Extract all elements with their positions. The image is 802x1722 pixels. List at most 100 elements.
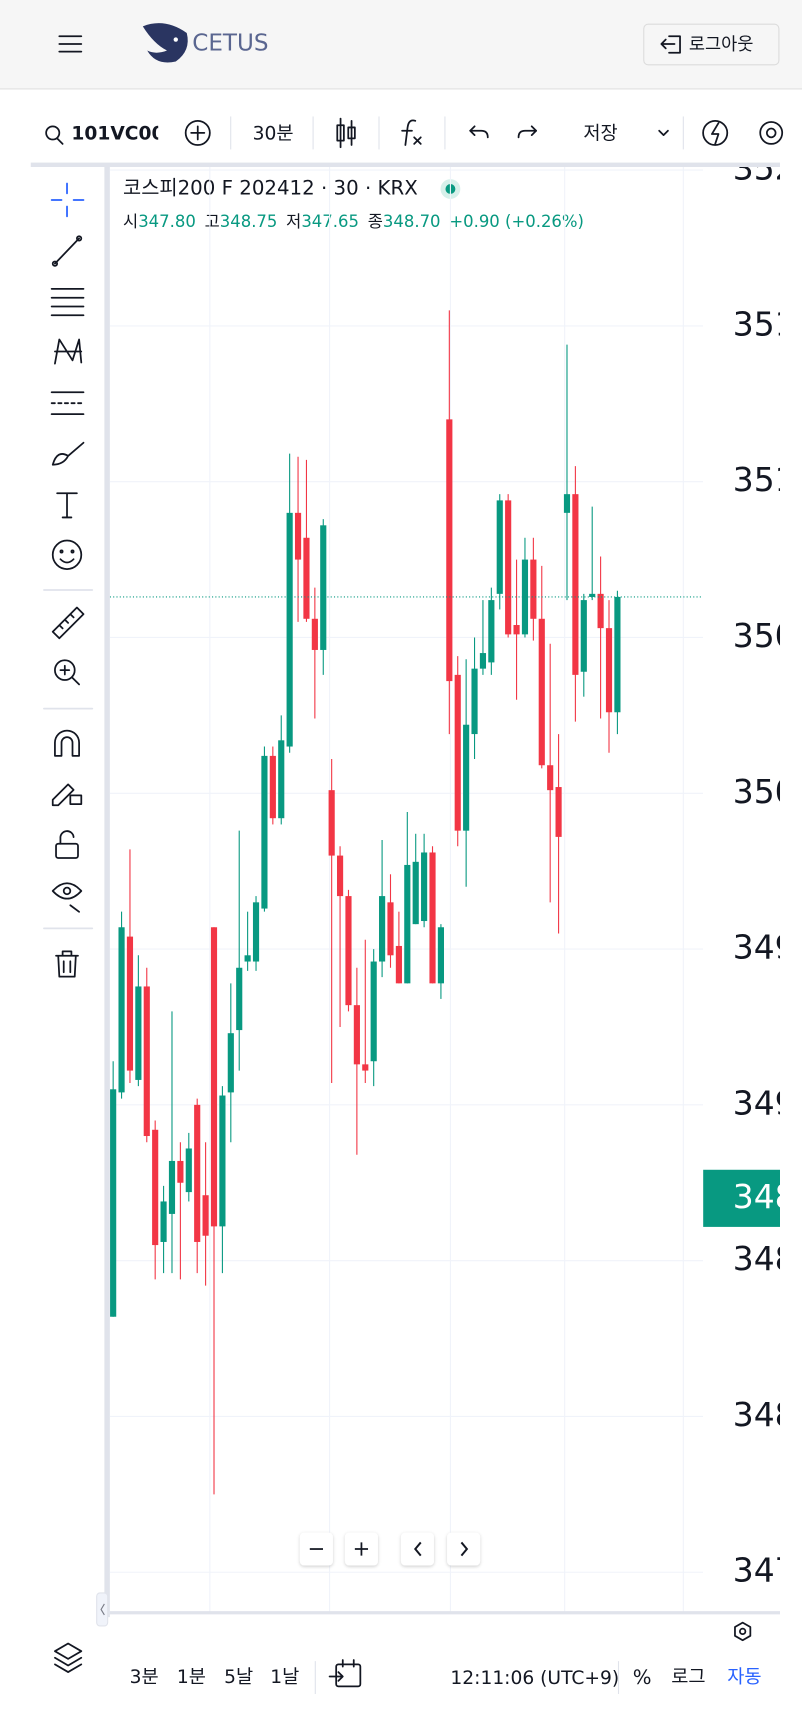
candle-body [202, 1195, 209, 1236]
candle-body [404, 864, 411, 984]
log-toggle[interactable]: 로그 [671, 1667, 705, 1688]
candle-body [505, 500, 512, 635]
left-arrow [413, 1541, 422, 1557]
ohlc-label: 고 [205, 211, 220, 230]
auto-toggle[interactable]: 자동 [727, 1667, 761, 1688]
drawing-toolbar [43, 182, 94, 978]
logo-icon [142, 23, 188, 63]
candle-body [210, 927, 218, 1227]
scale-settings[interactable] [734, 1621, 752, 1642]
candle-body [362, 1064, 369, 1071]
candle-body [597, 593, 604, 629]
candle-body [437, 927, 444, 984]
last-price-label: 348.70 [733, 1177, 802, 1216]
alert-button[interactable] [702, 119, 729, 146]
candle-body [547, 765, 554, 791]
layers-button[interactable] [54, 1642, 83, 1673]
range-button[interactable]: 3분 [130, 1667, 159, 1688]
candle-body [261, 755, 268, 909]
save-button[interactable]: 저장 [583, 124, 617, 145]
scroll-left[interactable] [400, 1532, 434, 1566]
candle-body [614, 596, 621, 713]
menu-button[interactable] [58, 35, 83, 53]
save-menu[interactable] [658, 129, 669, 137]
price-label: 352.00 [733, 149, 802, 188]
scroll-right[interactable] [447, 1532, 481, 1566]
bottom-bar [0, 1641, 802, 1722]
candle-body [421, 852, 428, 922]
panel-border [104, 166, 110, 1618]
magnet-tool[interactable] [54, 729, 80, 757]
candle-body [252, 902, 260, 962]
grid [109, 166, 704, 1613]
candle-body [336, 855, 344, 897]
range-button[interactable]: 1분 [177, 1667, 206, 1688]
candle-body [278, 740, 285, 819]
ohlc-value: 347.65 [301, 211, 359, 230]
candle-body [605, 628, 613, 713]
candle-body [454, 674, 461, 831]
interval[interactable]: 30분 [253, 124, 294, 145]
crosshair-tool[interactable] [50, 182, 85, 218]
brush-tool[interactable] [51, 441, 85, 466]
emoji-tool[interactable] [51, 539, 83, 570]
candle-body [471, 668, 478, 735]
range-button[interactable]: 5날 [224, 1667, 253, 1688]
logout-icon [660, 35, 681, 54]
percent-toggle[interactable]: % [633, 1666, 652, 1689]
ohlc-label: 시 [123, 211, 138, 230]
undo-button[interactable] [469, 125, 489, 139]
goto-date-button[interactable] [328, 1659, 362, 1688]
collapse-toolbar[interactable] [96, 1592, 109, 1627]
trend-line-tool[interactable] [51, 235, 83, 267]
lock-drawing-tool[interactable] [51, 783, 83, 807]
candle-body [160, 1201, 167, 1242]
unlock-tool[interactable] [55, 830, 79, 859]
ohlc-value: 348.75 [220, 211, 278, 230]
settings-button[interactable] [759, 121, 784, 145]
parallel-lines-tool[interactable] [50, 288, 85, 317]
redo-button[interactable] [517, 125, 537, 139]
price-label: 349.00 [733, 1083, 802, 1122]
price-label: 349.50 [733, 928, 802, 967]
delete-tool[interactable] [55, 950, 79, 978]
candle-body [143, 986, 150, 1137]
logout-button[interactable] [643, 23, 780, 66]
legend-title: 코스피200 F 202412 · 30 · KRX [123, 176, 418, 199]
candle-body [320, 525, 327, 650]
chart-type-button[interactable] [336, 117, 356, 149]
ruler-tool[interactable] [51, 606, 85, 640]
fib-tool[interactable] [50, 391, 85, 416]
candle-body [294, 512, 302, 560]
indicators-button[interactable] [401, 119, 422, 146]
price-label: 350.00 [733, 772, 802, 811]
text-tool[interactable] [56, 492, 78, 519]
hide-tool[interactable] [51, 882, 83, 913]
candle-body [353, 1005, 360, 1065]
candle-body [118, 927, 125, 1093]
logo-text: CETUS [192, 30, 268, 56]
pattern-tool[interactable] [54, 338, 83, 365]
price-label: 348.50 [733, 1239, 802, 1278]
range-buttons: 3분 1분 5날 1날 [130, 1667, 300, 1688]
symbol[interactable]: 101VC000 [71, 124, 177, 145]
compare-button[interactable] [184, 119, 211, 146]
candle-body [521, 559, 529, 635]
candle-body [538, 618, 545, 766]
price-label: 348.00 [733, 1395, 802, 1434]
candle-body [219, 1095, 226, 1227]
candle-body [168, 1160, 176, 1214]
range-button[interactable]: 1날 [270, 1667, 299, 1688]
legend-ohlc: 시347.80 고348.75 저347.65 종348.70 +0.90 (+0.26… [123, 211, 584, 230]
change: +0.90 (+0.26%) [449, 211, 584, 230]
zoom-tool[interactable] [54, 659, 80, 686]
plus [354, 1542, 369, 1556]
zoom-controls [299, 1532, 481, 1566]
ohlc-value: 347.80 [138, 211, 196, 230]
candle-body [572, 494, 579, 675]
candle-body [496, 500, 503, 594]
search-icon[interactable] [45, 125, 64, 145]
